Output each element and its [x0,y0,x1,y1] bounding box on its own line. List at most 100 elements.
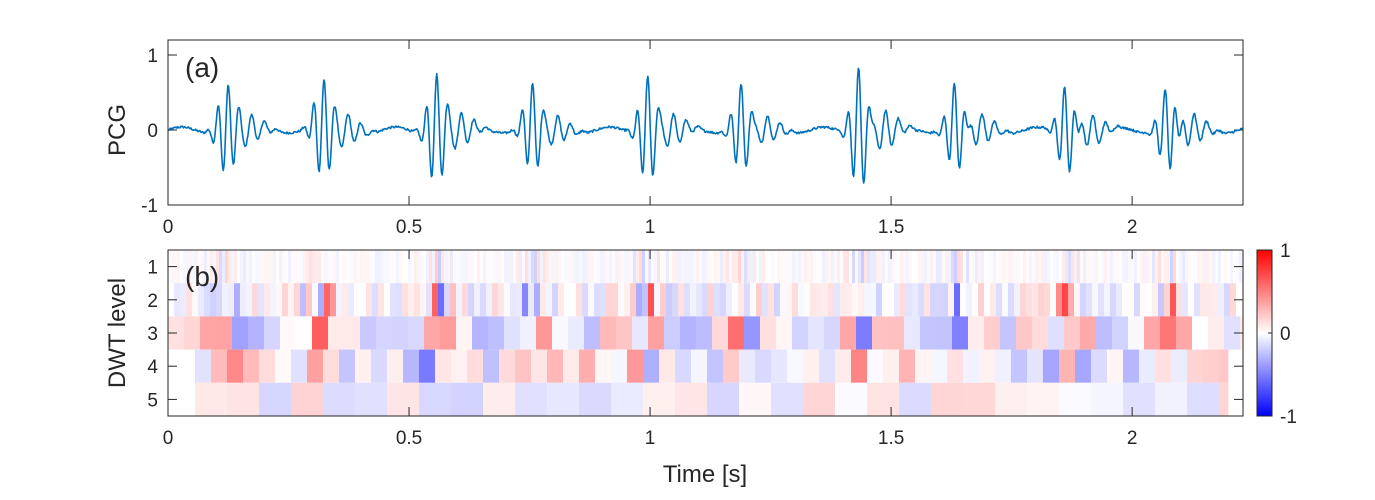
heatmap-cell [1044,283,1051,317]
heatmap-cell [1110,250,1114,284]
heatmap-cell [216,316,233,350]
heatmap-cell [708,283,715,317]
heatmap-cell [1116,283,1123,317]
heatmap-cell [472,316,489,350]
heatmap-cell [1027,382,1060,416]
heatmap-cell [1064,316,1081,350]
heatmap-cell [387,382,420,416]
heatmap-cell [516,283,523,317]
heatmap-cell [603,250,607,284]
heatmap-cell [222,250,226,284]
heatmap-cell [664,316,681,350]
heatmap-cell [1137,250,1141,284]
heatmap-cell [339,250,343,284]
heatmap-cell [451,349,468,383]
heatmap-cell [597,250,601,284]
heatmap-cell [846,250,850,284]
heatmap-cell [756,283,763,317]
heatmap-cell [1224,283,1231,317]
heatmap-cell [624,283,631,317]
heatmap-cell [663,250,667,284]
heatmap-cell [483,349,500,383]
heatmap-cell [183,250,187,284]
heatmap-cell [393,250,397,284]
heatmap-cell [995,349,1012,383]
heatmap-cell [303,250,307,284]
heatmap-cell [1104,250,1108,284]
heatmap-cell [807,250,811,284]
heatmap-cell [600,250,604,284]
heatmap-cell [424,316,441,350]
heatmap-cell [1038,250,1042,284]
heatmap-cell [705,250,709,284]
heatmap-cell [630,250,634,284]
heatmap-cell [594,250,598,284]
heatmap-cell [801,250,805,284]
heatmap-cell [387,349,404,383]
heatmap-cell [456,250,460,284]
heatmap-cell [210,250,214,284]
heatmap-cell [816,250,820,284]
panel-b-ytick-label: 4 [147,357,158,378]
heatmap-cell [728,316,745,350]
heatmap-cell [1080,316,1097,350]
heatmap-cell [1122,283,1129,317]
heatmap-cell [447,250,451,284]
heatmap-cell [627,250,631,284]
heatmap-cell [489,250,493,284]
heatmap-cell [918,250,922,284]
heatmap-cell [323,349,340,383]
heatmap-cell [947,349,964,383]
heatmap-cell [762,250,766,284]
heatmap-cell [1011,250,1015,284]
heatmap-cell [972,250,976,284]
heatmap-cell [1208,316,1225,350]
heatmap-cell [318,283,325,317]
heatmap-cell [474,283,481,317]
heatmap-cell [984,283,991,317]
heatmap-cell [465,250,469,284]
heatmap-cell [483,250,487,284]
heatmap-cell [852,283,859,317]
heatmap-cell [780,283,787,317]
panel-b-ytick-label: 1 [147,258,158,279]
heatmap-cell [618,283,625,317]
heatmap-cell [426,250,430,284]
heatmap-cell [520,316,537,350]
heatmap-cell [525,250,529,284]
heatmap-cell [228,283,235,317]
heatmap-cell [568,316,585,350]
heatmap-cell [1176,283,1183,317]
heatmap-cell [1023,250,1027,284]
heatmap-cell [579,349,596,383]
heatmap-cell [810,283,817,317]
heatmap-cell [611,382,644,416]
heatmap-cell [228,250,232,284]
heatmap-cell [510,250,514,284]
heatmap-cell [798,250,802,284]
heatmap-cell [270,283,277,317]
heatmap-cell [450,250,454,284]
heatmap-cell [363,250,367,284]
heatmap-cell [248,316,265,350]
heatmap-cell [606,250,610,284]
heatmap-cell [786,250,790,284]
colorbar-tick-label: -1 [1280,407,1297,428]
heatmap-cell [774,283,781,317]
heatmap-cell [195,349,212,383]
heatmap-cell [588,283,595,317]
heatmap-cell [252,283,259,317]
heatmap-cell [1173,250,1177,284]
heatmap-cell [714,250,718,284]
heatmap-cell [552,250,556,284]
heatmap-cell [776,316,793,350]
heatmap-cell [1194,250,1198,284]
heatmap-cell [564,283,571,317]
heatmap-cell [1123,382,1156,416]
heatmap-cell [1050,250,1054,284]
heatmap-cell [240,250,244,284]
heatmap-cell [966,250,970,284]
heatmap-cell [1144,316,1161,350]
heatmap-cell [1170,283,1177,317]
heatmap-cell [270,250,274,284]
